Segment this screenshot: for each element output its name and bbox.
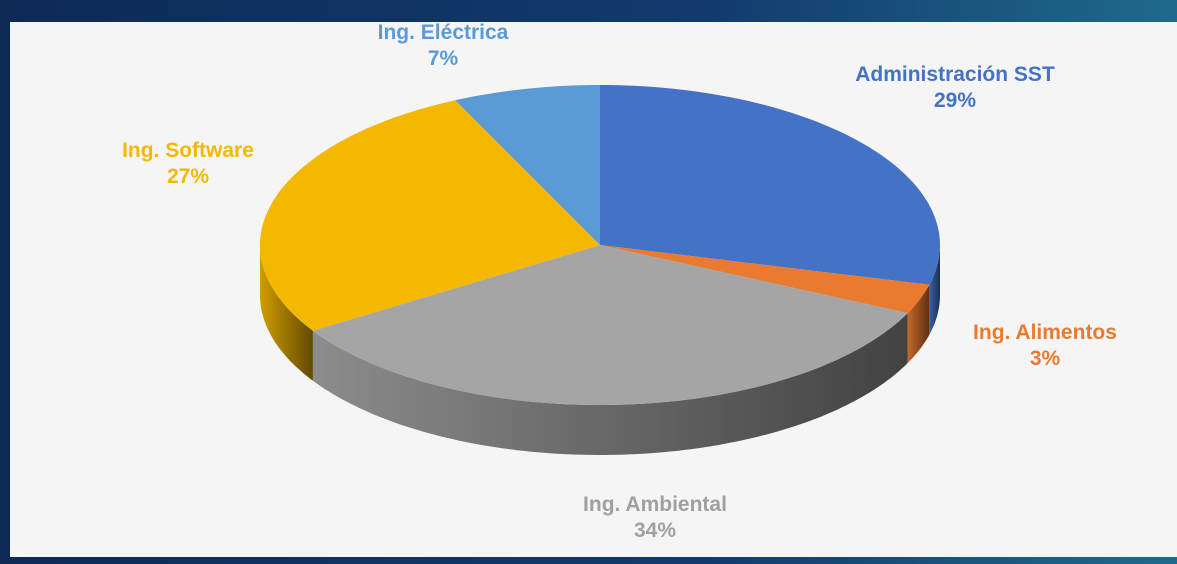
category-label: Ing. Ambiental bbox=[583, 493, 727, 516]
slice bbox=[600, 245, 930, 314]
slice bbox=[260, 100, 600, 331]
value-label: 29% bbox=[933, 89, 977, 112]
slice bbox=[600, 85, 940, 285]
category-label: Ing. Software bbox=[122, 139, 254, 162]
slice bbox=[455, 85, 600, 245]
slice-side bbox=[929, 245, 940, 335]
category-label: Administración SST bbox=[855, 63, 1055, 86]
slice-side bbox=[907, 284, 930, 364]
value-label: 34% bbox=[633, 519, 677, 542]
value-label: 3% bbox=[1029, 347, 1061, 370]
slice-side bbox=[260, 245, 313, 381]
value-label: 7% bbox=[427, 47, 459, 70]
category-label: Ing. Alimentos bbox=[973, 321, 1117, 344]
data-label: Administración SST 29% bbox=[855, 62, 1055, 114]
data-label: Ing. Ambiental 34% bbox=[535, 492, 775, 544]
slice bbox=[312, 245, 908, 405]
value-label: 27% bbox=[166, 165, 210, 188]
slice-side bbox=[312, 313, 908, 455]
data-label: Ing. Alimentos 3% bbox=[935, 320, 1155, 372]
data-label: Ing. Software 27% bbox=[78, 138, 298, 190]
data-label: Ing. Eléctrica 7% bbox=[333, 20, 553, 72]
category-label: Ing. Eléctrica bbox=[377, 21, 509, 44]
